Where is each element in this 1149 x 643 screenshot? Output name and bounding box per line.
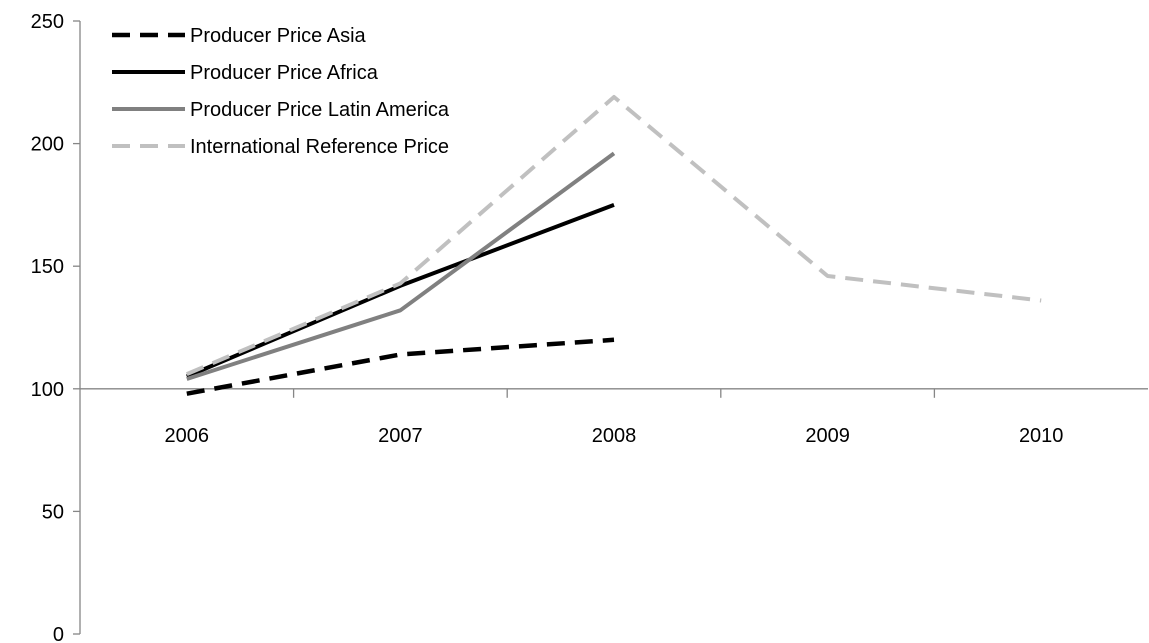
legend-label: Producer Price Asia — [190, 25, 367, 47]
legend-item-producer-price-latin-america: Producer Price Latin America — [112, 99, 450, 121]
y-tick-label: 200 — [31, 134, 64, 156]
x-axis: 2006 2007 2008 2009 2010 — [80, 388, 1148, 447]
legend-item-producer-price-africa: Producer Price Africa — [112, 62, 379, 84]
legend-label: Producer Price Africa — [190, 62, 379, 84]
x-tick-label: 2010 — [1019, 425, 1064, 447]
y-tick-label: 250 — [31, 11, 64, 33]
x-tick-label: 2009 — [805, 425, 850, 447]
y-axis: 0 50 100 150 200 250 — [31, 11, 81, 643]
x-axis-tick-labels: 2006 2007 2008 2009 2010 — [165, 425, 1064, 447]
legend-item-international-reference-price: International Reference Price — [112, 136, 449, 158]
series-lines — [186, 95, 1042, 396]
y-axis-tick-labels: 0 50 100 150 200 250 — [31, 11, 64, 643]
y-tick-label: 0 — [53, 624, 64, 643]
y-tick-label: 50 — [42, 501, 64, 523]
y-tick-label: 100 — [31, 379, 64, 401]
legend: Producer Price Asia Producer Price Africa… — [112, 25, 450, 158]
series-line-producer-price-asia — [186, 337, 615, 396]
x-tick-label: 2008 — [592, 425, 637, 447]
x-tick-label: 2006 — [165, 425, 210, 447]
legend-label: International Reference Price — [190, 136, 449, 158]
series-line-producer-price-latin-america — [186, 151, 616, 381]
x-axis-ticks — [292, 388, 936, 398]
y-axis-ticks — [73, 20, 80, 635]
series-line-producer-price-africa — [186, 203, 615, 379]
x-tick-label: 2007 — [378, 425, 423, 447]
y-tick-label: 150 — [31, 256, 64, 278]
legend-label: Producer Price Latin America — [190, 99, 450, 121]
legend-item-producer-price-asia: Producer Price Asia — [112, 25, 367, 47]
series-line-international-reference-price — [186, 95, 1042, 376]
